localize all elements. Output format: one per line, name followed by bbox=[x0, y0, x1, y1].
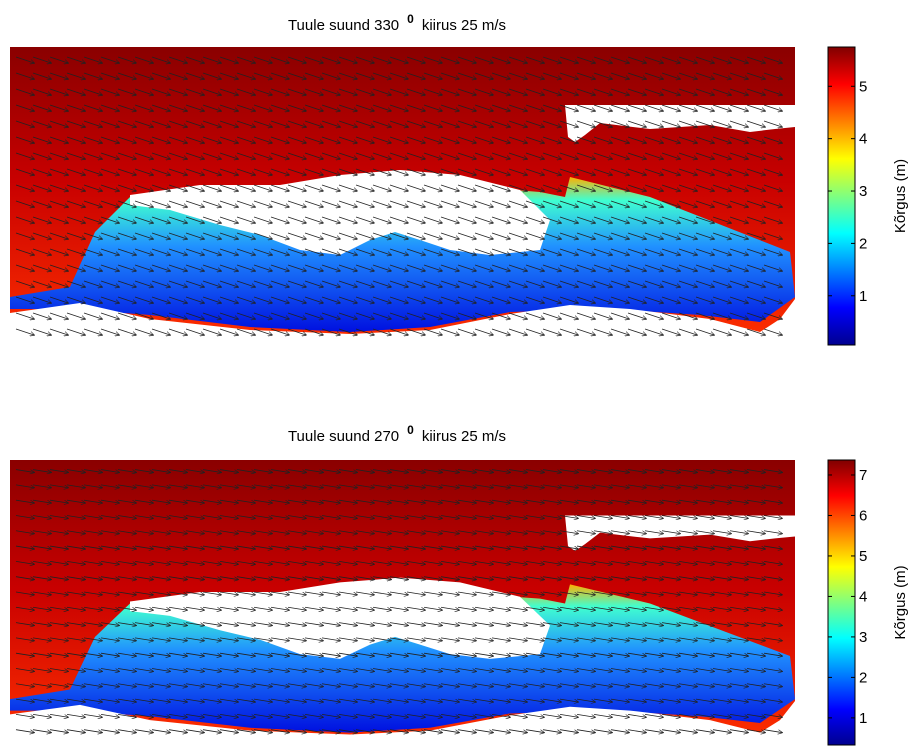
title-superscript: 0 bbox=[407, 423, 414, 437]
colorbar bbox=[828, 460, 855, 745]
colorbar-tick-label: 1 bbox=[859, 288, 867, 305]
colorbar-tick-label: 5 bbox=[859, 78, 867, 95]
colorbar-tick-label: 7 bbox=[859, 467, 867, 484]
height-field bbox=[10, 460, 795, 745]
colorbar-tick-label: 5 bbox=[859, 548, 867, 565]
colorbar-label: Kõrgus (m) bbox=[892, 159, 909, 233]
title-text: Tuule suund 270 bbox=[288, 428, 399, 445]
title-text: Tuule suund 330 bbox=[288, 17, 399, 34]
figure: Tuule suund 330 0 kiirus 25 m/s 1 2 3 4 5 Kõrgus… bbox=[0, 0, 923, 753]
colorbar-tick-label: 3 bbox=[859, 183, 867, 200]
title-superscript: 0 bbox=[407, 12, 414, 26]
chart-title: Tuule suund 270 0 kiirus 25 m/s bbox=[288, 423, 506, 445]
panel: Tuule suund 330 0 kiirus 25 m/s 1 2 3 4 5 Kõrgus… bbox=[10, 12, 909, 345]
title-suffix: kiirus 25 m/s bbox=[422, 17, 506, 34]
colorbar bbox=[828, 47, 855, 345]
colorbar-tick-label: 4 bbox=[859, 131, 867, 148]
chart-title: Tuule suund 330 0 kiirus 25 m/s bbox=[288, 12, 506, 34]
colorbar-tick-label: 3 bbox=[859, 629, 867, 646]
colorbar-tick-label: 1 bbox=[859, 710, 867, 727]
title-suffix: kiirus 25 m/s bbox=[422, 428, 506, 445]
colorbar-tick-label: 6 bbox=[859, 507, 867, 524]
colorbar-tick-label: 4 bbox=[859, 588, 867, 605]
panel: Tuule suund 270 0 kiirus 25 m/s 1 2 3 4 5 6 7 Kõrg… bbox=[10, 423, 909, 745]
colorbar-tick-label: 2 bbox=[859, 235, 867, 252]
colorbar-label: Kõrgus (m) bbox=[892, 565, 909, 639]
height-field bbox=[10, 47, 795, 345]
colorbar-tick-label: 2 bbox=[859, 669, 867, 686]
